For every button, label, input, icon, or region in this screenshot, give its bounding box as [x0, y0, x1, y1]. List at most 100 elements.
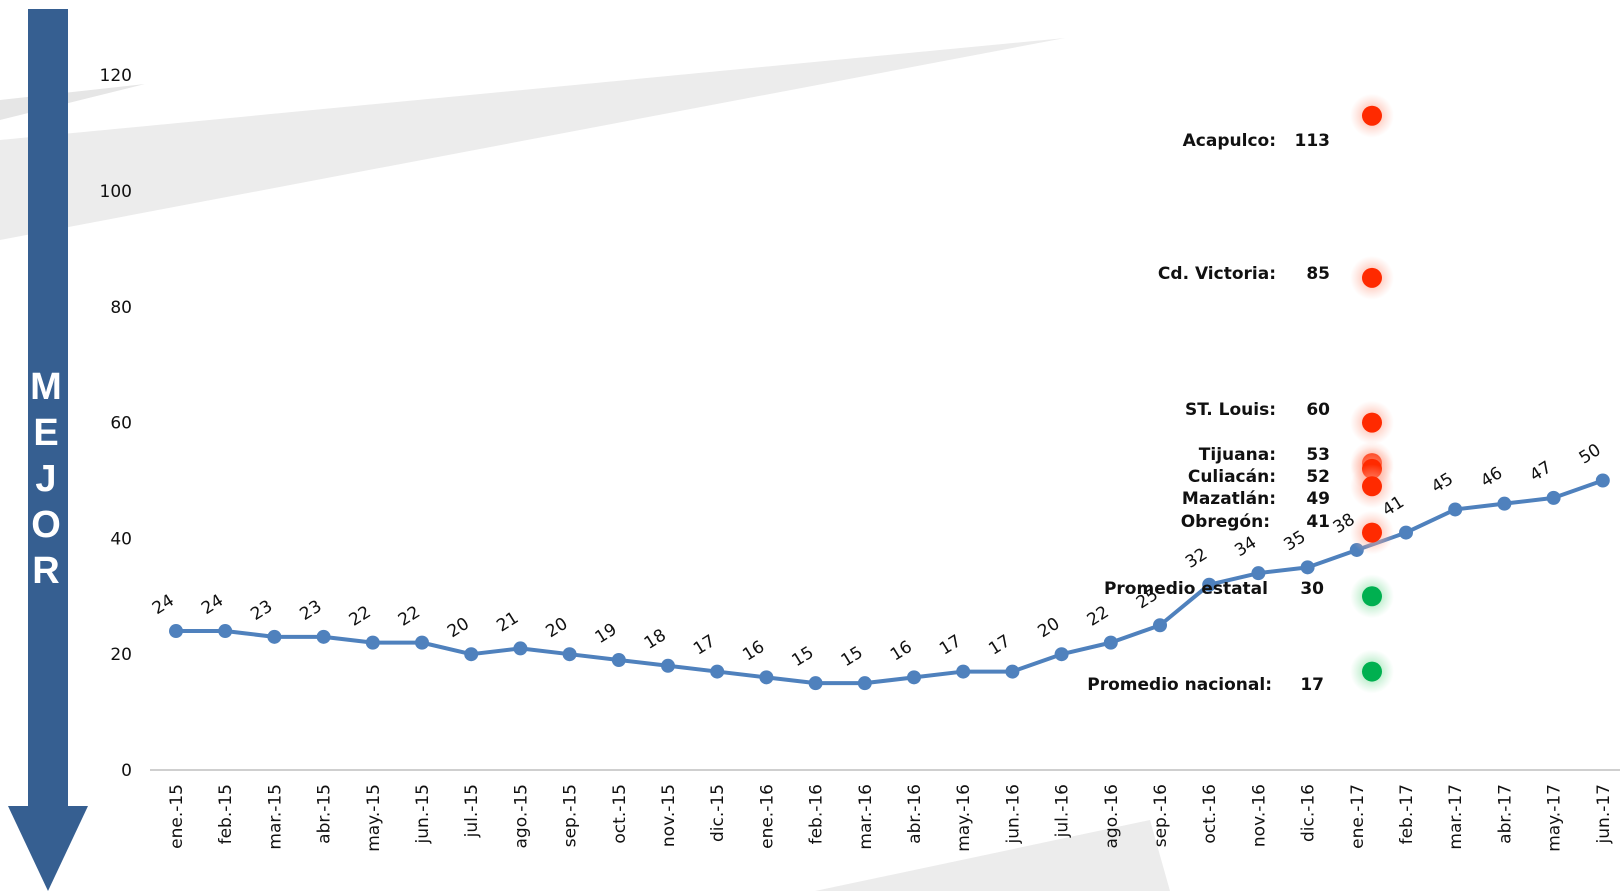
comparison-name: Cd. Victoria: — [1158, 264, 1276, 284]
x-tick-label: oct.-16 — [1200, 784, 1220, 844]
x-tick-label: may.-17 — [1545, 784, 1565, 852]
data-point — [267, 629, 282, 644]
mejor-letter: R — [32, 550, 59, 592]
y-tick-label: 60 — [110, 414, 132, 434]
data-point — [1546, 490, 1561, 505]
x-tick-label: jun.-17 — [1594, 784, 1614, 844]
comparison-name: ST. Louis: — [1185, 400, 1276, 420]
data-point — [365, 635, 380, 650]
x-tick-label: ene.-16 — [757, 784, 777, 849]
comparison-marker — [1362, 586, 1382, 607]
x-tick-label: jun.-16 — [1003, 784, 1023, 844]
data-label: 15 — [838, 643, 867, 671]
x-tick-label: sep.-16 — [1151, 784, 1171, 847]
data-point — [1399, 525, 1413, 540]
mejor-arrow-shaft — [28, 9, 68, 809]
x-tick-label: jun.-15 — [413, 784, 433, 844]
data-point — [611, 652, 626, 667]
comparison-name: Culiacán: — [1188, 467, 1276, 487]
data-label: 50 — [1576, 440, 1605, 468]
mejor-letter: M — [30, 366, 62, 408]
data-point — [759, 670, 774, 685]
x-tick-label: sep.-15 — [561, 784, 581, 847]
y-tick-label: 120 — [100, 66, 132, 86]
comparison-value: 52 — [1306, 467, 1330, 487]
mejor-letter: J — [35, 458, 56, 500]
comparison-value: 49 — [1306, 489, 1330, 509]
data-label: 45 — [1428, 469, 1457, 497]
x-tick-label: ago.-15 — [511, 784, 531, 848]
data-point — [808, 676, 823, 691]
x-tick-label: feb.-15 — [216, 784, 236, 844]
x-tick-label: feb.-17 — [1397, 784, 1417, 844]
data-label: 35 — [1280, 527, 1309, 555]
data-label: 17 — [936, 631, 965, 659]
data-point — [513, 641, 528, 656]
comparison-name: Acapulco: — [1183, 131, 1276, 151]
comparison-marker — [1362, 412, 1382, 433]
data-label: 20 — [1034, 614, 1063, 642]
data-point — [1251, 566, 1266, 581]
comparison-value: 17 — [1300, 675, 1324, 695]
data-point — [464, 647, 479, 662]
data-point — [562, 647, 577, 662]
data-label: 19 — [592, 620, 621, 648]
data-label: 17 — [690, 631, 719, 659]
data-point — [218, 624, 233, 639]
data-label: 24 — [198, 591, 227, 619]
x-tick-label: dic.-15 — [708, 784, 728, 842]
data-label: 15 — [788, 643, 817, 671]
data-label: 24 — [149, 591, 178, 619]
comparison-value: 41 — [1306, 512, 1330, 532]
data-point — [857, 676, 872, 691]
data-label: 23 — [247, 596, 276, 624]
x-tick-label: nov.-15 — [659, 784, 679, 847]
x-tick-label: ene.-15 — [167, 784, 187, 849]
comparison-name: Tijuana: — [1199, 445, 1276, 465]
comparison-name: Mazatlán: — [1182, 489, 1276, 509]
y-axis: 0 20 40 60 80 100 120 — [100, 66, 132, 781]
x-tick-label: mar.-15 — [265, 784, 285, 850]
x-tick-label: feb.-16 — [807, 784, 827, 844]
data-label: 22 — [1084, 602, 1113, 630]
x-axis: ene.-15 feb.-15 mar.-15 abr.-15 may.-15 jun.-… — [167, 784, 1614, 852]
comparison-name: Obregón: — [1181, 512, 1270, 532]
data-label: 21 — [493, 608, 522, 636]
data-label: 47 — [1526, 457, 1555, 485]
x-tick-label: ene.-17 — [1348, 784, 1368, 849]
data-point — [956, 664, 971, 679]
comparison-name: Promedio estatal — [1104, 579, 1268, 599]
data-point — [1300, 560, 1315, 575]
x-tick-label: dic.-16 — [1299, 784, 1319, 842]
y-tick-label: 40 — [110, 529, 132, 549]
data-point — [316, 629, 331, 644]
y-tick-label: 0 — [121, 761, 132, 781]
y-tick-label: 100 — [100, 182, 132, 202]
data-label: 20 — [542, 614, 571, 642]
data-point — [1005, 664, 1020, 679]
data-label: 17 — [985, 631, 1014, 659]
data-label: 18 — [641, 625, 670, 653]
data-point — [169, 624, 183, 639]
x-tick-label: nov.-16 — [1249, 784, 1269, 847]
x-tick-label: abr.-16 — [905, 784, 925, 844]
data-point — [1153, 618, 1167, 633]
comparison-value: 85 — [1306, 264, 1330, 284]
x-tick-label: abr.-17 — [1495, 784, 1515, 844]
x-tick-label: oct.-15 — [610, 784, 630, 844]
data-point — [1054, 647, 1069, 662]
mejor-letter: E — [33, 412, 58, 454]
data-label: 46 — [1477, 463, 1506, 491]
comparison-value: 113 — [1295, 131, 1331, 151]
data-point — [1103, 635, 1118, 650]
data-label: 34 — [1231, 533, 1260, 561]
comparison-marker — [1362, 105, 1382, 126]
data-point — [1497, 496, 1512, 511]
comparison-value: 30 — [1300, 579, 1324, 599]
comparison-marker — [1362, 522, 1382, 543]
comparison-value: 60 — [1306, 400, 1330, 420]
comparison-panel: Acapulco: 113 Cd. Victoria: 85 ST. Louis: 60 T… — [1087, 93, 1394, 695]
comparison-value: 53 — [1306, 445, 1330, 465]
